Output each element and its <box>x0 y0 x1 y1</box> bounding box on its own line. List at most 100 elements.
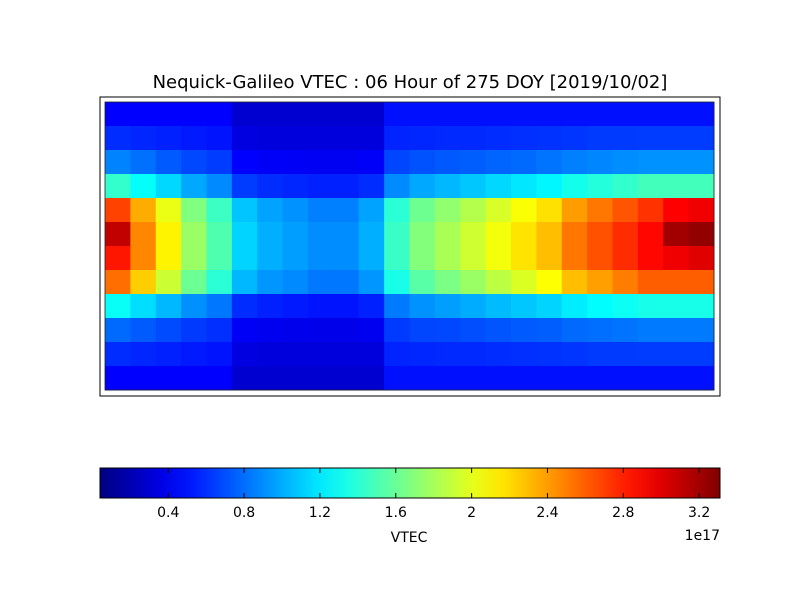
heatmap-cell <box>409 174 436 199</box>
heatmap-cell <box>105 270 131 295</box>
colorbar-tick-label: 2.4 <box>536 505 558 521</box>
heatmap-cell <box>663 174 690 199</box>
heatmap-cell <box>384 174 410 199</box>
heatmap-cell <box>536 270 563 295</box>
heatmap-cell <box>485 294 512 319</box>
heatmap-cell <box>485 102 512 127</box>
heatmap-cell <box>688 150 715 175</box>
heatmap-cell <box>206 126 233 151</box>
heatmap-cell <box>181 246 207 271</box>
heatmap-cell <box>206 198 233 223</box>
heatmap-cell <box>155 150 182 175</box>
heatmap-cell <box>308 246 334 271</box>
heatmap-cell <box>358 102 385 127</box>
heatmap-cell <box>460 270 487 295</box>
heatmap-cell <box>536 150 563 175</box>
heatmap-cell <box>181 198 207 223</box>
heatmap-cell <box>257 366 284 391</box>
colorbar <box>99 467 721 499</box>
heatmap-cell <box>485 366 512 391</box>
heatmap-cell <box>561 270 588 295</box>
heatmap-cell <box>155 102 182 127</box>
heatmap-cell <box>561 174 588 199</box>
heatmap-cell <box>511 318 537 343</box>
heatmap-cell <box>637 318 664 343</box>
heatmap-cell <box>434 198 461 223</box>
heatmap-cell <box>434 318 461 343</box>
heatmap-cell <box>485 174 512 199</box>
heatmap-cell <box>308 294 334 319</box>
heatmap-cell <box>561 294 588 319</box>
heatmap-cell <box>460 102 487 127</box>
heatmap-cell <box>612 270 639 295</box>
heatmap-cell <box>105 246 131 271</box>
heatmap-cell <box>384 150 410 175</box>
heatmap-cell <box>206 174 233 199</box>
heatmap-cell <box>333 150 360 175</box>
heatmap-cell <box>130 366 157 391</box>
heatmap-cell <box>460 294 487 319</box>
heatmap-cell <box>358 222 385 247</box>
heatmap-cell <box>181 102 207 127</box>
heatmap-cell <box>105 222 131 247</box>
heatmap-cell <box>282 174 309 199</box>
heatmap-cell <box>333 270 360 295</box>
colorbar-offset: 1e17 <box>685 528 720 544</box>
heatmap-cell <box>358 174 385 199</box>
heatmap-cell <box>358 366 385 391</box>
heatmap-cell <box>511 246 537 271</box>
heatmap-cell <box>688 198 715 223</box>
heatmap-cell <box>663 102 690 127</box>
heatmap-cell <box>663 294 690 319</box>
heatmap-cell <box>155 318 182 343</box>
heatmap-cell <box>333 174 360 199</box>
heatmap-cell <box>434 270 461 295</box>
heatmap-cell <box>282 318 309 343</box>
heatmap-cell <box>536 198 563 223</box>
heatmap-cell <box>612 198 639 223</box>
heatmap-cell <box>130 294 157 319</box>
heatmap-cell <box>409 126 436 151</box>
heatmap-cell <box>536 126 563 151</box>
heatmap-cell <box>637 198 664 223</box>
heatmap-cell <box>612 174 639 199</box>
heatmap-cell <box>308 318 334 343</box>
heatmap-cell <box>637 102 664 127</box>
heatmap-cell <box>333 342 360 367</box>
heatmap-cell <box>282 150 309 175</box>
heatmap-cell <box>460 342 487 367</box>
heatmap-cell <box>409 366 436 391</box>
heatmap-cell <box>206 342 233 367</box>
heatmap-cell <box>561 342 588 367</box>
heatmap-cell <box>688 102 715 127</box>
heatmap-cell <box>511 366 537 391</box>
heatmap-cell <box>257 150 284 175</box>
heatmap-cell <box>206 366 233 391</box>
map-boundary <box>104 101 715 391</box>
heatmap-cell <box>282 366 309 391</box>
heatmap-cell <box>282 270 309 295</box>
colorbar-tick-label: 1.6 <box>385 505 407 521</box>
heatmap-cell <box>511 150 537 175</box>
colorbar-tick-label: 2.8 <box>612 505 634 521</box>
heatmap-cell <box>688 270 715 295</box>
heatmap-cell <box>688 366 715 391</box>
heatmap-cell <box>308 198 334 223</box>
heatmap-cell <box>130 102 157 127</box>
heatmap-cell <box>536 366 563 391</box>
heatmap-cell <box>587 366 613 391</box>
heatmap-cell <box>485 342 512 367</box>
colorbar-tick-label: 0.4 <box>157 505 179 521</box>
heatmap-cell <box>358 294 385 319</box>
heatmap-cell <box>155 174 182 199</box>
heatmap-cell <box>587 198 613 223</box>
heatmap-cell <box>587 102 613 127</box>
heatmap-cell <box>206 246 233 271</box>
heatmap-cell <box>663 342 690 367</box>
heatmap-cell <box>460 246 487 271</box>
heatmap-cell <box>536 342 563 367</box>
heatmap-cell <box>485 246 512 271</box>
heatmap-cell <box>282 126 309 151</box>
heatmap-cell <box>688 318 715 343</box>
heatmap-cell <box>257 270 284 295</box>
